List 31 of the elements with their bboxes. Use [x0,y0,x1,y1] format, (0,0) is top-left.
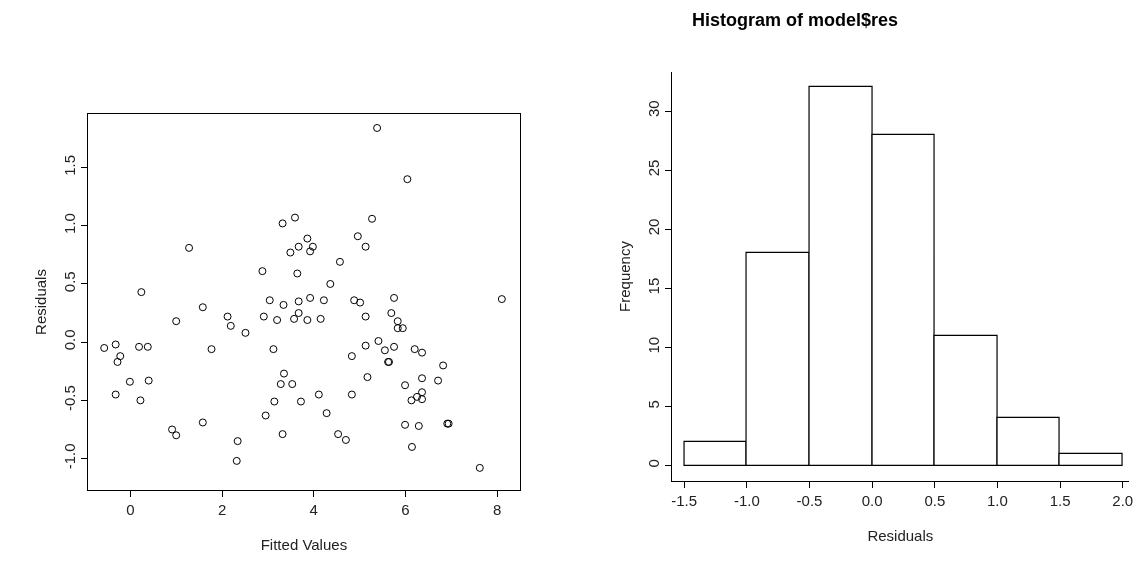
y-tick-label: -1.0 [60,443,78,470]
y-tick-label: 0.5 [60,271,78,293]
y-axis-title: Frequency [615,240,633,312]
x-tick-label: 2.0 [1112,492,1134,509]
x-tick-label: 0.5 [924,492,946,509]
y-tick-label: 30 [644,100,662,118]
x-tick-label: 0.0 [861,492,883,509]
chart-title: Histogram of model$res [692,10,899,30]
y-tick-label: 10 [644,336,662,354]
x-axis-title: Fitted Values [260,536,348,553]
y-tick-label: 0.0 [60,329,78,351]
x-tick-label: 1.0 [987,492,1008,509]
y-tick-label: -0.5 [60,385,78,412]
x-tick-label: -1.0 [733,492,760,509]
y-axis-title: Residuals [31,269,49,335]
y-tick-label: 0 [644,459,662,468]
y-tick-label: 20 [644,218,662,236]
x-tick-label: 8 [493,501,502,518]
y-tick-label: 25 [644,159,662,177]
x-tick-label: 2 [217,501,227,518]
x-axis-title: Residuals [867,527,934,544]
y-tick-label: 5 [644,400,662,409]
y-tick-label: 15 [644,277,662,295]
x-tick-label: -0.5 [796,492,823,509]
x-tick-label: 0 [126,501,135,518]
x-tick-label: 1.5 [1049,492,1071,509]
y-tick-label: 1.5 [60,154,78,176]
x-tick-label: 6 [401,501,410,518]
x-tick-label: 4 [309,501,318,518]
x-tick-label: -1.5 [671,492,698,509]
y-tick-label: 1.0 [60,213,78,234]
